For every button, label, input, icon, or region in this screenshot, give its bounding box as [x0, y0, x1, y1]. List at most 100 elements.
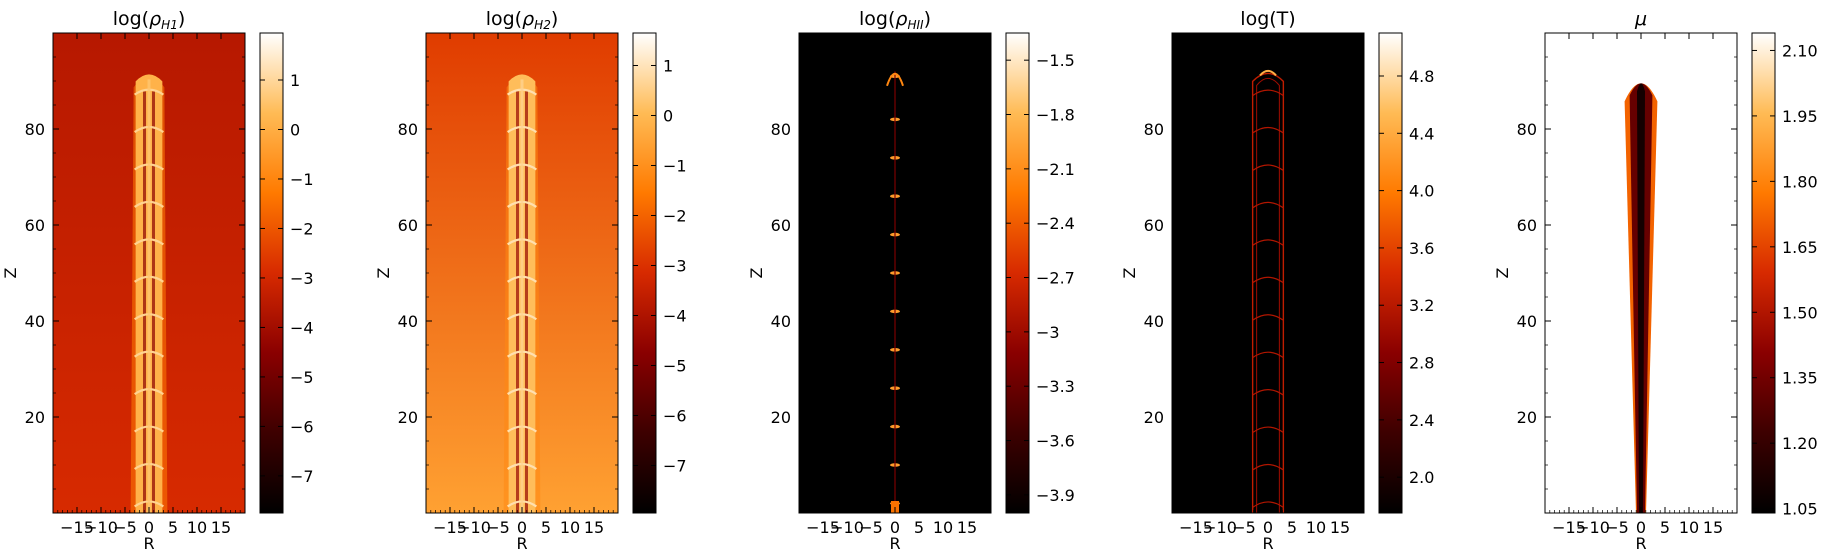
panel-title: log(ρH2) [486, 8, 559, 32]
y-tick-label: 60 [1517, 216, 1537, 235]
colorbar-tick-label: 4.8 [1409, 67, 1434, 86]
y-tick-label: 80 [25, 120, 45, 139]
x-tick-label: −15 [60, 518, 94, 537]
colorbar-tick-label: 1 [663, 57, 673, 76]
colorbar-tick-label: −2 [290, 219, 314, 238]
y-axis-label: Z [1493, 267, 1512, 278]
x-tick-label: −10 [1576, 518, 1610, 537]
colorbar-tick-label: 2.4 [1409, 411, 1434, 430]
heatmap-image [1172, 33, 1364, 513]
heatmap-image [53, 33, 245, 513]
x-tick-label: −10 [457, 518, 491, 537]
y-tick-label: 40 [1144, 312, 1164, 331]
colorbar-tick-label: −1 [663, 157, 687, 176]
colorbar-tick-label: −5 [290, 368, 314, 387]
x-tick-label: 15 [1330, 518, 1350, 537]
colorbar-tick-label: −3 [1036, 323, 1060, 342]
x-tick-label: −5 [1605, 518, 1629, 537]
panel-title: log(ρH1) [113, 8, 186, 32]
x-tick-label: −15 [1552, 518, 1586, 537]
colorbar-tick-label: −2.4 [1036, 214, 1075, 233]
colorbar-tick-label: −3.3 [1036, 377, 1075, 396]
colorbar [632, 32, 657, 514]
x-tick-label: 5 [541, 518, 551, 537]
colorbar-tick-label: −2 [663, 207, 687, 226]
y-tick-label: 20 [1144, 408, 1164, 427]
x-tick-label: 0 [144, 518, 154, 537]
colorbar-tick-label: 1.80 [1782, 172, 1818, 191]
colorbar-tick-label: −6 [663, 407, 687, 426]
y-axis-label: Z [374, 267, 393, 278]
x-tick-label: 15 [1703, 518, 1723, 537]
y-tick-label: 60 [771, 216, 791, 235]
colorbar-tick-label: −1 [290, 170, 314, 189]
colorbar-tick-label: −7 [663, 457, 687, 476]
colorbar-tick-label: −4 [290, 318, 314, 337]
colorbar-tick-label: 1.35 [1782, 369, 1818, 388]
y-axis-label: Z [1120, 267, 1139, 278]
colorbar-tick-label: 4.4 [1409, 124, 1434, 143]
colorbar-tick-label: −3 [663, 257, 687, 276]
y-tick-label: 20 [25, 408, 45, 427]
colorbar [1378, 32, 1403, 514]
panel-title: log(ρHII) [859, 8, 931, 32]
y-tick-label: 60 [398, 216, 418, 235]
colorbar-tick-label: 1.50 [1782, 303, 1818, 322]
heatmap-image [1545, 33, 1737, 513]
colorbar-tick-label: 3.6 [1409, 239, 1434, 258]
colorbar-tick-label: 1.20 [1782, 434, 1818, 453]
heatmap-image [426, 33, 618, 513]
panel-2: −15−10−5 0 5 10 1520406080RZlog(ρH2)10−1−2−3… [374, 8, 687, 553]
x-tick-label: 10 [1679, 518, 1699, 537]
x-tick-label: 0 [1263, 518, 1273, 537]
colorbar [259, 32, 284, 514]
panel-5: −15−10−5 0 5 10 15 20 40 60 80 R Zμ 2.10 1.95 1.80 1.6… [1493, 8, 1818, 553]
colorbar-tick-label: 4.0 [1409, 182, 1434, 201]
x-tick-label: −10 [830, 518, 864, 537]
colorbar [1005, 32, 1030, 514]
x-tick-label: 0 [1636, 518, 1646, 537]
x-tick-label: 5 [914, 518, 924, 537]
y-tick-label: 80 [1517, 120, 1537, 139]
y-tick-label: 40 [25, 312, 45, 331]
colorbar-tick-label: 0 [290, 120, 300, 139]
colorbar-tick-label: −1.5 [1036, 51, 1075, 70]
x-axis-label: R [143, 534, 154, 553]
panel-1: −15−10−5 0 5 10 1520406080RZlog(ρH1)10−1−2−3… [1, 8, 314, 553]
y-tick-label: 60 [25, 216, 45, 235]
x-tick-label: −15 [806, 518, 840, 537]
colorbar-tick-label: 1 [290, 71, 300, 90]
x-tick-label: 15 [584, 518, 604, 537]
colorbar [1751, 32, 1776, 514]
y-tick-label: 60 [1144, 216, 1164, 235]
x-tick-label: 5 [1660, 518, 1670, 537]
colorbar-tick-label: −7 [290, 467, 314, 486]
y-tick-label: 20 [398, 408, 418, 427]
x-axis-label: R [1635, 534, 1646, 553]
colorbar-tick-label: 1.95 [1782, 107, 1818, 126]
colorbar-tick-label: −2.7 [1036, 269, 1075, 288]
colorbar-tick-label: 2.8 [1409, 354, 1434, 373]
x-tick-label: 5 [1287, 518, 1297, 537]
y-tick-label: 20 [771, 408, 791, 427]
colorbar-tick-label: −2.1 [1036, 160, 1075, 179]
colorbar-tick-label: 0 [663, 107, 673, 126]
colorbar-tick-label: 3.2 [1409, 296, 1434, 315]
x-tick-label: 15 [957, 518, 977, 537]
colorbar-tick-label: 2.0 [1409, 468, 1434, 487]
panel-title: log(T) [1240, 8, 1295, 30]
colorbar-tick-label: −6 [290, 417, 314, 436]
x-tick-label: −5 [859, 518, 883, 537]
x-axis-label: R [1262, 534, 1273, 553]
x-tick-label: 10 [560, 518, 580, 537]
colorbar-tick-label: −5 [663, 357, 687, 376]
y-tick-label: 40 [771, 312, 791, 331]
y-tick-label: 80 [771, 120, 791, 139]
colorbar-tick-label: −3 [290, 269, 314, 288]
y-tick-label: 80 [1144, 120, 1164, 139]
x-axis-label: R [889, 534, 900, 553]
x-tick-label: 0 [890, 518, 900, 537]
colorbar-tick-label: −3.6 [1036, 432, 1075, 451]
